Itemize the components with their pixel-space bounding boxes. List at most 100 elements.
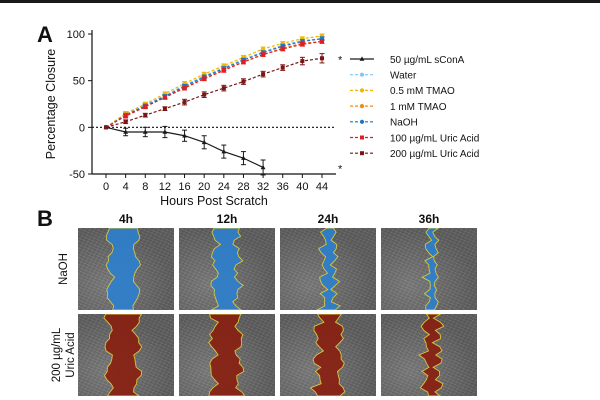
data-point [241, 79, 246, 84]
timepoint-label: 4h [118, 212, 133, 226]
microscopy-tile [179, 314, 275, 396]
legend-label: Water [390, 71, 417, 82]
legend-label: NaOH [390, 118, 418, 129]
data-point [202, 92, 207, 97]
wound-gap-region [105, 228, 142, 310]
data-point [143, 104, 148, 109]
wound-gap-region [210, 228, 244, 310]
row-label-line: Uric Acid [65, 332, 77, 378]
series-line [105, 40, 323, 128]
top-border [0, 0, 600, 3]
data-point [104, 125, 108, 130]
x-tick-label: 44 [316, 181, 328, 193]
series-line [105, 38, 323, 128]
y-tick-label: 0 [79, 122, 85, 134]
y-axis-title: Percentage Closure [44, 49, 58, 160]
data-point [162, 95, 167, 100]
wound-gap-overlay [208, 314, 246, 396]
legend-marker [359, 72, 365, 77]
series-line [105, 40, 323, 128]
data-point [202, 76, 207, 81]
row-label-line: 200 µg/mL [51, 327, 63, 383]
data-point [300, 42, 305, 47]
x-tick-label: 0 [103, 181, 109, 193]
series-line [105, 35, 323, 128]
series-line [105, 57, 323, 128]
microscopy-tile [78, 228, 174, 310]
data-point [182, 100, 187, 105]
legend-label: 1 mM TMAO [390, 102, 447, 113]
legend-label: 200 µg/mL Uric Acid [390, 149, 479, 160]
wound-gap-overlay [105, 228, 142, 310]
data-point [142, 129, 148, 134]
wound-gap-region [418, 314, 445, 396]
data-point [320, 39, 324, 44]
x-tick-label: 28 [237, 181, 249, 193]
panel-a-label: A [37, 22, 53, 47]
data-point [221, 86, 226, 91]
x-tick-label: 8 [142, 181, 148, 193]
x-tick-label: 12 [159, 181, 171, 193]
data-point [300, 59, 305, 64]
series-line [105, 38, 323, 128]
data-point [280, 65, 285, 70]
wound-gap-overlay [309, 314, 346, 396]
legend-label: 50 µg/mL sConA [390, 55, 465, 66]
wound-gap-region [316, 228, 341, 310]
legend-label: 0.5 mM TMAO [390, 86, 455, 97]
timepoint-label: 24h [317, 212, 339, 226]
data-point [280, 46, 285, 51]
microscopy-tile [78, 314, 174, 396]
wound-gap-overlay [418, 314, 445, 396]
x-tick-label: 32 [257, 181, 269, 193]
timepoint-label: 36h [418, 212, 440, 226]
data-point [261, 72, 266, 77]
legend-marker [360, 135, 364, 140]
data-point [201, 139, 207, 145]
x-tick-label: 20 [198, 181, 210, 193]
legend-marker [359, 88, 365, 93]
data-point [241, 60, 246, 64]
x-tick-label: 36 [277, 181, 289, 193]
data-point [162, 129, 168, 134]
y-tick-label: 100 [67, 29, 85, 41]
data-point [221, 68, 226, 73]
data-point [241, 155, 246, 160]
data-point [260, 46, 266, 52]
significance-asterisk: * [338, 54, 343, 66]
data-point [123, 129, 129, 134]
x-tick-label: 24 [218, 181, 230, 193]
closure-line-chart: -50 0 50 100 0 4 8 12 16 20 24 28 32 36 40 44 Hours Post… [44, 29, 479, 205]
row-label: 200 µg/mL Uric Acid [50, 314, 78, 396]
data-point [261, 52, 266, 57]
row-label-line: NaOH [58, 253, 70, 285]
microscopy-tile [280, 314, 376, 396]
legend-label: 100 µg/mL Uric Acid [390, 133, 479, 144]
legend-marker [360, 151, 364, 156]
microscopy-tile [280, 228, 376, 310]
x-tick-label: 4 [123, 181, 129, 193]
data-point [143, 113, 148, 118]
wound-gap-region [208, 314, 246, 396]
wound-gap-region [309, 314, 346, 396]
microscopy-tile [381, 228, 477, 310]
timepoint-label: 12h [216, 212, 238, 226]
legend-marker [359, 119, 365, 124]
microscopy-tile [179, 228, 275, 310]
wound-gap-region [421, 228, 440, 310]
data-point [182, 133, 187, 138]
microscopy-tile [381, 314, 477, 396]
x-axis-title: Hours Post Scratch [160, 194, 268, 205]
legend-marker [359, 56, 365, 61]
data-point [123, 119, 128, 124]
wound-gap-region [103, 314, 143, 396]
data-point [182, 86, 187, 91]
y-tick-label: 50 [73, 76, 85, 88]
significance-asterisk: * [338, 163, 343, 175]
data-point [162, 106, 167, 111]
data-point [320, 56, 324, 61]
wound-gap-overlay [316, 228, 341, 310]
x-tick-label: 40 [296, 181, 308, 193]
row-label: NaOH [57, 228, 71, 310]
wound-gap-overlay [210, 228, 244, 310]
